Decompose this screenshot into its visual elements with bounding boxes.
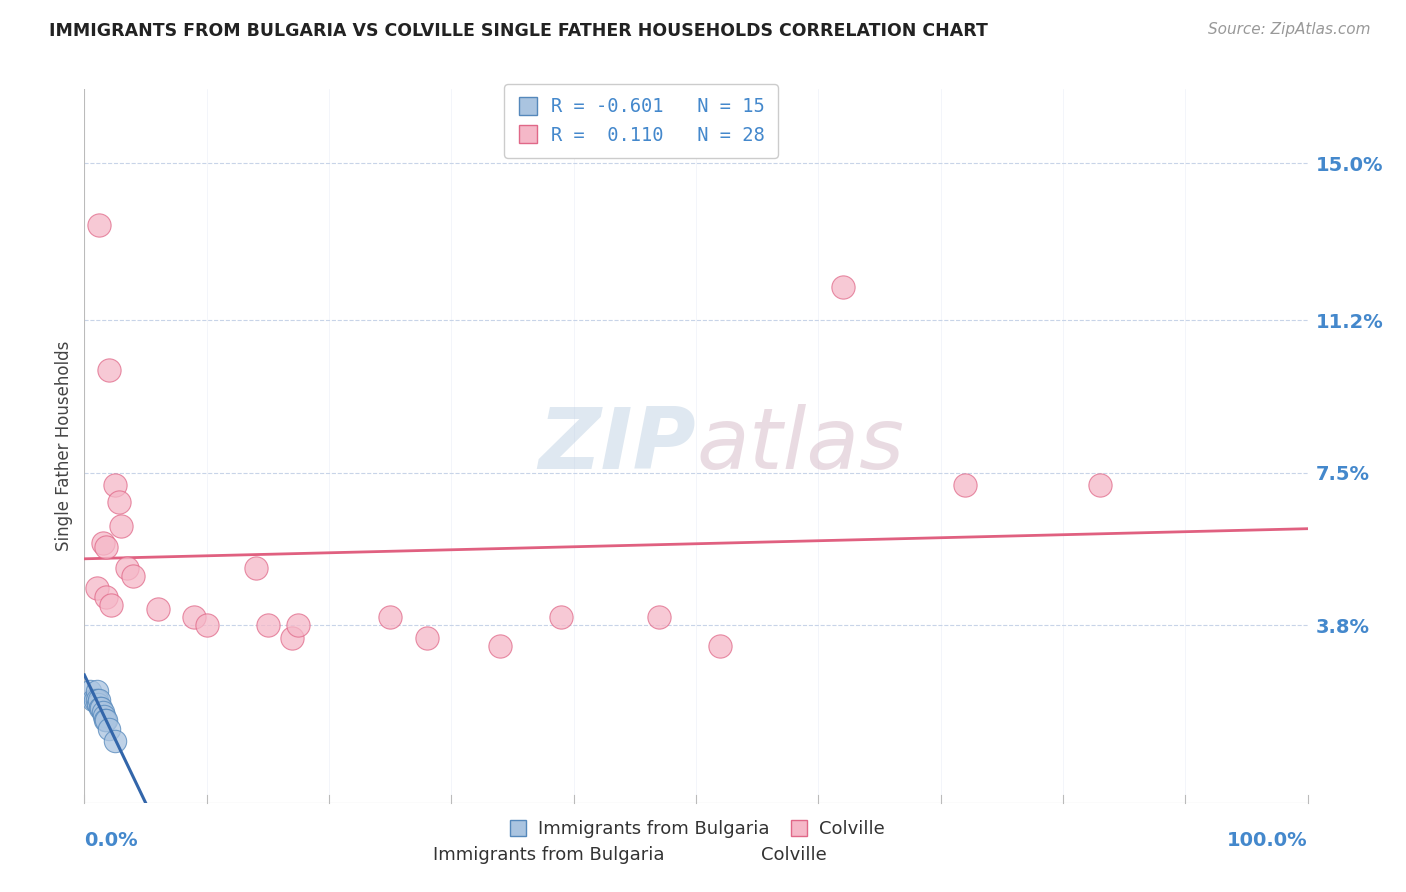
- Point: [96, 590, 118, 604]
- Point: [287, 618, 309, 632]
- Point: [87, 692, 110, 706]
- Point: [648, 610, 671, 624]
- Point: [709, 639, 731, 653]
- Point: [122, 569, 145, 583]
- Point: [257, 618, 280, 632]
- Text: Immigrants from Bulgaria: Immigrants from Bulgaria: [433, 846, 665, 863]
- Point: [86, 684, 108, 698]
- Point: [97, 362, 120, 376]
- Point: [380, 610, 402, 624]
- Point: [89, 701, 111, 715]
- Point: [146, 602, 169, 616]
- Point: [84, 692, 107, 706]
- Point: [183, 610, 205, 624]
- Point: [489, 639, 512, 653]
- Point: [91, 705, 114, 719]
- Point: [91, 536, 114, 550]
- Point: [90, 701, 112, 715]
- Point: [831, 280, 853, 294]
- Point: [96, 540, 118, 554]
- Point: [86, 692, 108, 706]
- Point: [195, 618, 218, 632]
- Point: [86, 582, 108, 596]
- Text: ZIP: ZIP: [538, 404, 696, 488]
- Point: [550, 610, 572, 624]
- Point: [1088, 478, 1111, 492]
- Point: [104, 478, 127, 492]
- Text: 0.0%: 0.0%: [84, 831, 138, 850]
- Text: IMMIGRANTS FROM BULGARIA VS COLVILLE SINGLE FATHER HOUSEHOLDS CORRELATION CHART: IMMIGRANTS FROM BULGARIA VS COLVILLE SIN…: [49, 22, 988, 40]
- Point: [87, 219, 110, 233]
- Point: [110, 519, 132, 533]
- Point: [245, 560, 267, 574]
- Point: [94, 714, 117, 728]
- Point: [281, 631, 304, 645]
- Point: [97, 722, 120, 736]
- Legend: Immigrants from Bulgaria, Colville: Immigrants from Bulgaria, Colville: [499, 811, 893, 847]
- Text: Colville: Colville: [761, 846, 827, 863]
- Y-axis label: Single Father Households: Single Father Households: [55, 341, 73, 551]
- Text: Source: ZipAtlas.com: Source: ZipAtlas.com: [1208, 22, 1371, 37]
- Point: [100, 598, 122, 612]
- Point: [82, 692, 104, 706]
- Point: [96, 714, 118, 728]
- Text: atlas: atlas: [696, 404, 904, 488]
- Point: [107, 494, 129, 508]
- Text: 100.0%: 100.0%: [1227, 831, 1308, 850]
- Point: [79, 684, 101, 698]
- Point: [953, 478, 976, 492]
- Point: [104, 734, 127, 748]
- Point: [115, 560, 138, 574]
- Point: [93, 709, 115, 723]
- Point: [87, 697, 110, 711]
- Point: [416, 631, 439, 645]
